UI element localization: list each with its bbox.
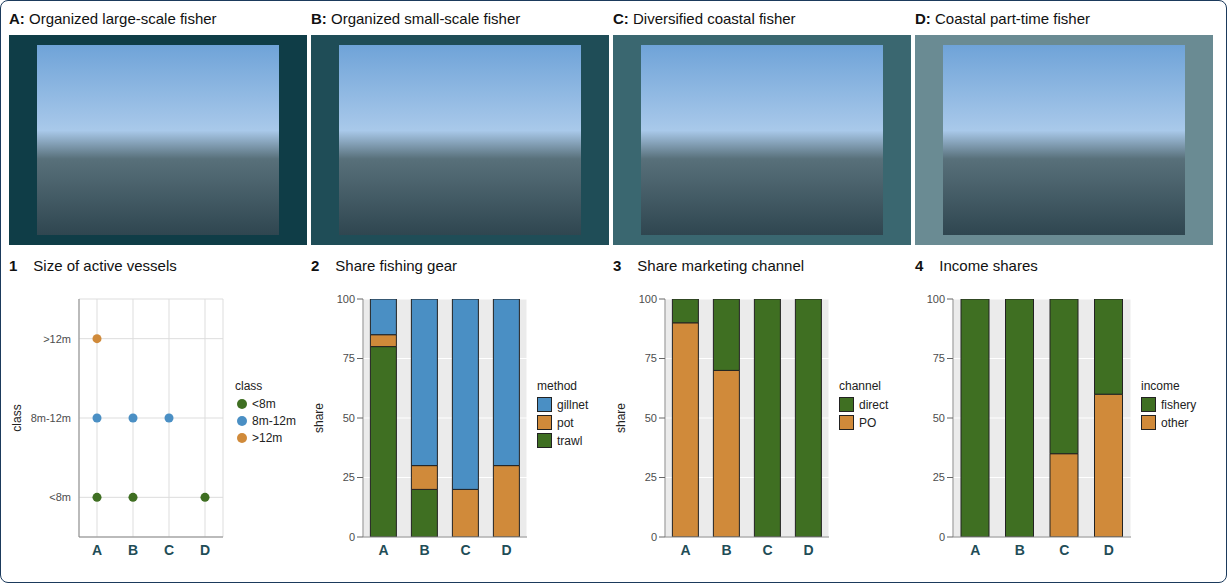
- html-text:2: 2: [311, 257, 320, 274]
- html-text:trawl: trawl: [557, 433, 583, 448]
- svg-text:class: class: [10, 404, 24, 431]
- html-text:Share marketing channel: Share marketing channel: [637, 257, 805, 274]
- svg-text:75: 75: [933, 352, 945, 364]
- html-text:pot: pot: [557, 415, 574, 430]
- svg-text:25: 25: [645, 471, 657, 483]
- svg-text:100: 100: [639, 293, 657, 305]
- html-text:A: Organized large-scale fishe: A: Organized large-scale fisher: [9, 10, 217, 27]
- svg-text:D: D: [1104, 542, 1114, 558]
- html-text:Size of active vessels: Size of active vessels: [33, 257, 177, 274]
- svg-text:25: 25: [933, 471, 945, 483]
- html-text:Income shares: Income shares: [939, 257, 1038, 274]
- svg-text:C: C: [1059, 542, 1069, 558]
- svg-text:C: C: [460, 542, 470, 558]
- svg-text:share: share: [312, 403, 326, 433]
- svg-text:D: D: [803, 542, 813, 558]
- svg-text:C: C: [164, 542, 174, 558]
- html-text:4: 4: [915, 257, 924, 274]
- html-text:>12m: >12m: [252, 431, 283, 445]
- svg-text:share: share: [614, 403, 628, 433]
- html-text:<8m: <8m: [252, 397, 276, 411]
- svg-text:C: C: [762, 542, 772, 558]
- html-text:class: class: [235, 379, 263, 393]
- svg-text:50: 50: [645, 412, 657, 424]
- html-text:method: method: [537, 379, 577, 393]
- svg-text:D: D: [200, 542, 210, 558]
- html-text:direct: direct: [859, 397, 889, 412]
- html-text:3: 3: [613, 257, 622, 274]
- svg-text:>12m: >12m: [43, 333, 71, 345]
- html-text:channel: channel: [839, 379, 881, 393]
- svg-text:75: 75: [645, 352, 657, 364]
- svg-text:50: 50: [343, 412, 355, 424]
- svg-text:A: A: [92, 542, 102, 558]
- svg-text:100: 100: [927, 293, 945, 305]
- svg-text:A: A: [680, 542, 690, 558]
- svg-text:0: 0: [939, 531, 945, 543]
- html-text:other: other: [1161, 415, 1189, 430]
- svg-text:25: 25: [343, 471, 355, 483]
- html-text:C: Diversified coastal fisher: C: Diversified coastal fisher: [613, 10, 796, 27]
- html-text:gillnet: gillnet: [557, 397, 589, 412]
- html-text:Share fishing gear: Share fishing gear: [335, 257, 458, 274]
- svg-text:0: 0: [349, 531, 355, 543]
- svg-text:B: B: [1015, 542, 1025, 558]
- svg-text:0: 0: [651, 531, 657, 543]
- svg-text:B: B: [721, 542, 731, 558]
- svg-text:A: A: [970, 542, 980, 558]
- html-text:B: Organized small-scale fishe: B: Organized small-scale fisher: [311, 10, 521, 27]
- svg-text:A: A: [378, 542, 388, 558]
- svg-text:50: 50: [933, 412, 945, 424]
- svg-text:100: 100: [337, 293, 355, 305]
- html-text:income: income: [1141, 379, 1180, 393]
- html-text:8m-12m: 8m-12m: [252, 414, 296, 428]
- svg-text:B: B: [128, 542, 138, 558]
- html-text:D: Coastal part-time fisher: D: Coastal part-time fisher: [915, 10, 1091, 27]
- svg-text:B: B: [419, 542, 429, 558]
- html-text:1: 1: [9, 257, 18, 274]
- html-text:PO: PO: [859, 415, 877, 430]
- html-text:fishery: fishery: [1161, 397, 1197, 412]
- svg-text:75: 75: [343, 352, 355, 364]
- svg-text:D: D: [501, 542, 511, 558]
- svg-text:<8m: <8m: [49, 491, 71, 503]
- svg-text:8m-12m: 8m-12m: [31, 412, 71, 424]
